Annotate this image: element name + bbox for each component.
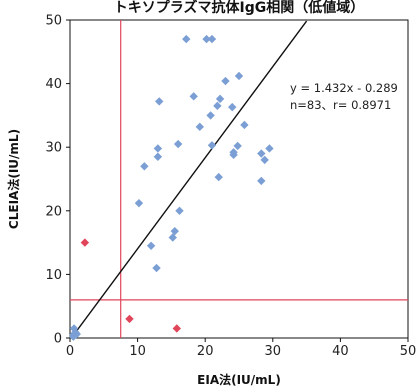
regression-equation: y = 1.432x - 0.289 bbox=[290, 81, 398, 95]
data-point bbox=[80, 238, 90, 247]
data-point bbox=[140, 162, 149, 171]
y-tick-label: 20 bbox=[45, 204, 62, 219]
y-tick-label: 0 bbox=[54, 332, 62, 347]
x-tick-label: 50 bbox=[400, 344, 417, 359]
data-point bbox=[260, 155, 269, 165]
data-point bbox=[229, 148, 238, 157]
y-tick-label: 30 bbox=[45, 141, 62, 156]
data-point bbox=[152, 263, 161, 273]
data-point bbox=[215, 94, 225, 104]
data-point bbox=[213, 101, 222, 111]
data-point bbox=[257, 176, 266, 186]
y-tick-label: 10 bbox=[45, 268, 62, 283]
data-point bbox=[146, 241, 156, 250]
y-tick-label: 40 bbox=[45, 77, 62, 92]
x-axis-label: EIA法(IU/mL) bbox=[197, 372, 281, 387]
data-point bbox=[202, 34, 211, 44]
y-axis-label: CLEIA法(IU/mL) bbox=[6, 129, 21, 229]
data-point bbox=[207, 34, 217, 44]
regression-line bbox=[70, 20, 308, 338]
data-point bbox=[153, 152, 163, 161]
x-tick-label: 10 bbox=[129, 344, 146, 359]
data-point bbox=[206, 111, 215, 120]
data-point bbox=[214, 172, 223, 182]
x-tick-label: 30 bbox=[265, 344, 282, 359]
data-point bbox=[72, 329, 81, 339]
data-point bbox=[207, 141, 217, 150]
data-point bbox=[172, 324, 182, 333]
data-point bbox=[155, 97, 164, 106]
data-point bbox=[228, 102, 237, 112]
data-point bbox=[240, 120, 249, 130]
data-point bbox=[170, 226, 179, 236]
data-point bbox=[234, 71, 244, 81]
data-point bbox=[168, 233, 177, 242]
data-point bbox=[265, 144, 274, 153]
data-point bbox=[134, 198, 144, 208]
data-point bbox=[233, 141, 242, 151]
data-point bbox=[257, 149, 266, 158]
x-tick-label: 40 bbox=[332, 344, 349, 359]
data-point bbox=[195, 122, 204, 132]
data-point bbox=[221, 76, 230, 86]
regression-stats: n=83、r= 0.8971 bbox=[290, 98, 391, 112]
data-point bbox=[125, 314, 134, 324]
data-point bbox=[182, 34, 191, 44]
data-point bbox=[175, 206, 184, 215]
x-tick-label: 0 bbox=[66, 344, 74, 359]
data-point bbox=[189, 92, 198, 101]
x-tick-label: 20 bbox=[197, 344, 214, 359]
data-point bbox=[153, 144, 163, 153]
data-point bbox=[173, 139, 183, 149]
y-tick-label: 50 bbox=[45, 14, 62, 29]
plot-area bbox=[69, 19, 409, 339]
chart-title: トキソプラズマ抗体IgG相関（低値域） bbox=[114, 0, 364, 16]
